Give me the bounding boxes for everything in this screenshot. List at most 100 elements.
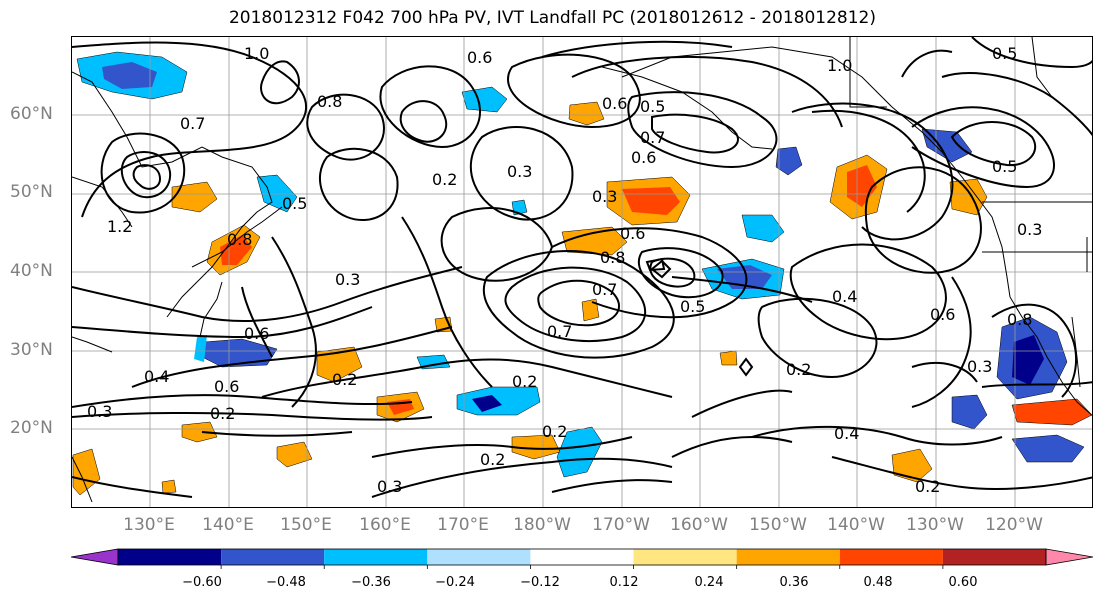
coastline xyxy=(199,281,223,338)
lon-label-140e: 140°E xyxy=(202,515,254,535)
pv-contour xyxy=(469,126,574,221)
colorbar-segment xyxy=(839,549,943,565)
pv-contour xyxy=(627,91,778,169)
positive-anomaly-shape xyxy=(719,350,738,366)
coastline xyxy=(621,46,943,153)
pv-contour xyxy=(831,456,1092,490)
colorbar-segments xyxy=(70,548,1094,569)
map-svg: 1.0 0.6 0.8 0.8 0.7 0.6 0.5 0.2 0.3 0.3 … xyxy=(72,37,1092,507)
negative-anomaly-shape xyxy=(951,394,988,430)
contour-label: 0.5 xyxy=(992,44,1017,63)
contour-label: 0.8 xyxy=(317,92,342,111)
contour-label: 0.6 xyxy=(631,148,656,167)
contour-label: 0.3 xyxy=(335,270,360,289)
coastline xyxy=(941,151,1011,298)
positive-anomaly-shape xyxy=(847,165,877,207)
pv-contour xyxy=(751,425,1003,446)
lat-label-30n: 30°N xyxy=(10,340,53,360)
lat-label-40n: 40°N xyxy=(10,261,53,281)
pv-contour xyxy=(100,132,186,214)
pv-contour xyxy=(645,257,666,272)
colorbar-tick-label: 0.36 xyxy=(779,575,809,590)
lon-label-160w: 160°W xyxy=(670,515,728,535)
contour-label: 0.3 xyxy=(377,477,402,496)
pv-contour xyxy=(757,297,878,379)
pv-contour xyxy=(864,166,982,274)
lon-label-150e: 150°E xyxy=(280,515,332,535)
pv-contour xyxy=(504,266,647,343)
colorbar xyxy=(70,548,1094,569)
pv-contour xyxy=(537,279,621,327)
negative-anomaly-shape xyxy=(461,86,508,113)
colorbar-frame xyxy=(117,548,1047,566)
contour-label: 0.5 xyxy=(640,97,665,116)
contour-label: 0.5 xyxy=(992,157,1017,176)
pv-contour xyxy=(541,40,733,58)
positive-anomaly-shape xyxy=(181,421,218,443)
pv-contour xyxy=(379,65,482,149)
pv-contour xyxy=(131,326,453,388)
lat-label-60n: 60°N xyxy=(10,104,53,124)
coastline xyxy=(72,336,113,353)
contour-label: 0.5 xyxy=(282,194,307,213)
contour-label: 0.2 xyxy=(512,372,537,391)
negative-anomaly-shape xyxy=(194,335,207,362)
pv-contour xyxy=(260,60,300,105)
positive-anomaly-shape xyxy=(220,235,252,265)
pv-contour xyxy=(789,243,947,341)
contour-label: 0.3 xyxy=(87,402,112,421)
colorbar-tick-label: 0.60 xyxy=(948,575,978,590)
map-title: 2018012312 F042 700 hPa PV, IVT Landfall… xyxy=(228,8,876,28)
colorbar-segment xyxy=(221,549,325,565)
contour-label: 0.7 xyxy=(547,322,572,341)
lon-label-130w: 130°W xyxy=(906,515,964,535)
negative-anomaly-shape xyxy=(921,128,973,163)
pv-contour xyxy=(132,164,162,190)
pv-contour xyxy=(671,436,793,458)
contour-label: 1.0 xyxy=(827,56,852,75)
contour-label: 0.8 xyxy=(227,230,252,249)
contour-label: 0.2 xyxy=(786,360,811,379)
pv-contour xyxy=(271,236,317,408)
coastline xyxy=(1009,296,1092,416)
contour-label: 0.4 xyxy=(834,424,859,443)
pv-contour xyxy=(201,431,353,437)
negative-anomaly-shape xyxy=(741,214,785,243)
negative-anomaly-shape xyxy=(556,426,603,478)
pv-contour xyxy=(120,151,172,199)
pv-contour xyxy=(950,121,1037,167)
colorbar-extend-arrow-low xyxy=(70,548,119,566)
colorbar-tick-label: −0.24 xyxy=(435,575,475,590)
contour-label: 0.6 xyxy=(602,94,627,113)
positive-anomaly-shape xyxy=(561,226,628,256)
positive-anomaly-shape xyxy=(511,434,561,460)
pv-contour xyxy=(911,276,972,408)
lon-label-170e: 170°E xyxy=(437,515,489,535)
lat-label-20n: 20°N xyxy=(10,418,53,438)
pv-contour xyxy=(399,100,448,143)
contour-label: 0.7 xyxy=(640,128,665,147)
pv-contour xyxy=(241,286,273,358)
colorbar-segment xyxy=(530,549,634,565)
pv-contour xyxy=(671,276,813,303)
lon-label-160e: 160°E xyxy=(359,515,411,535)
contour-label: 1.0 xyxy=(244,44,269,63)
contour-label: 0.6 xyxy=(214,377,239,396)
contour-label: 0.4 xyxy=(144,367,169,386)
contour-label: 0.8 xyxy=(1007,310,1032,329)
colorbar-tick-label: −0.60 xyxy=(182,575,222,590)
pv-contour xyxy=(371,457,673,498)
contour-label: 0.7 xyxy=(180,114,205,133)
lat-label-50n: 50°N xyxy=(10,182,53,202)
colorbar-segment xyxy=(633,549,737,565)
negative-anomaly-shape xyxy=(456,386,541,416)
colorbar-segment xyxy=(427,549,531,565)
positive-anomaly-shape xyxy=(891,448,933,483)
pv-contour xyxy=(791,102,954,241)
pv-contour xyxy=(72,306,373,339)
positive-anomaly-shape xyxy=(1011,398,1092,426)
pv-contour xyxy=(72,394,413,408)
positive-anomaly-shape xyxy=(568,101,605,126)
pv-contour xyxy=(971,37,1092,69)
contour-label: 0.6 xyxy=(930,305,955,324)
